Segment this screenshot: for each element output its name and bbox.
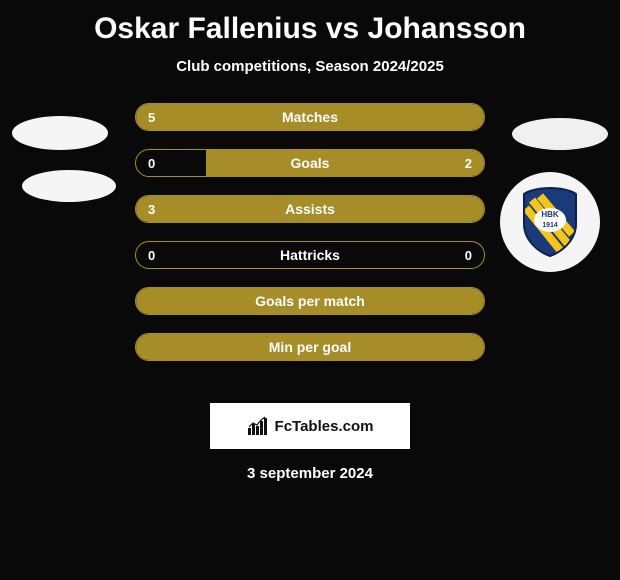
stat-bar-assists: 3 Assists (135, 195, 485, 223)
fctables-logo-icon (247, 416, 271, 436)
bar-label: Hattricks (280, 247, 340, 263)
brand-box: FcTables.com (210, 403, 410, 449)
stat-bar-min-per-goal: Min per goal (135, 333, 485, 361)
bar-value-right: 2 (465, 156, 472, 171)
subtitle: Club competitions, Season 2024/2025 (0, 58, 620, 75)
stat-bar-matches: 5 Matches (135, 103, 485, 131)
page-title: Oskar Fallenius vs Johansson (0, 0, 620, 46)
bar-value-right: 0 (465, 248, 472, 263)
bar-fill-right (206, 150, 484, 176)
bar-label: Assists (285, 201, 335, 217)
bar-label: Goals (291, 155, 330, 171)
bar-label: Min per goal (269, 339, 351, 355)
bar-value-left: 0 (148, 248, 155, 263)
stat-bar-goals: 0 2 Goals (135, 149, 485, 177)
bar-value-left: 3 (148, 202, 155, 217)
bar-value-left: 0 (148, 156, 155, 171)
stat-bar-goals-per-match: Goals per match (135, 287, 485, 315)
bar-label: Goals per match (255, 293, 365, 309)
bar-label: Matches (282, 109, 338, 125)
comparison-chart: 5 Matches 0 2 Goals 3 Assists 0 0 Hattricks Goals … (0, 103, 620, 393)
brand-text: FcTables.com (275, 418, 374, 435)
bar-value-left: 5 (148, 110, 155, 125)
date-text: 3 september 2024 (0, 465, 620, 482)
stat-bar-hattricks: 0 0 Hattricks (135, 241, 485, 269)
